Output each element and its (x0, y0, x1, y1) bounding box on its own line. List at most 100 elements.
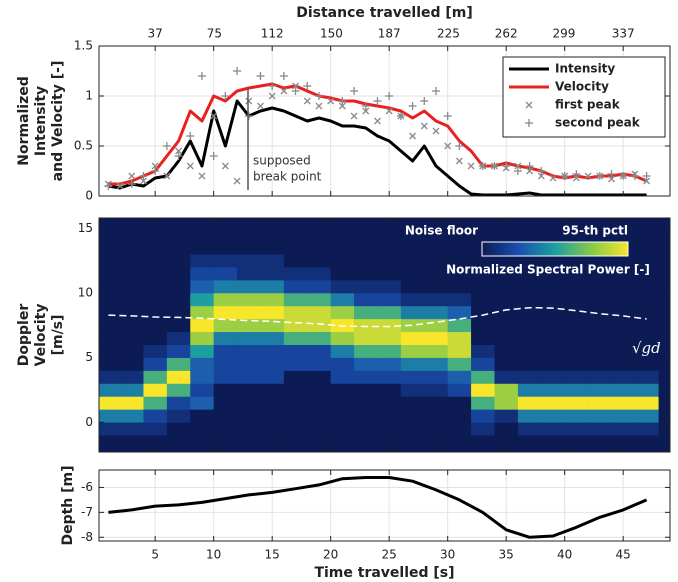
heatmap-cell (400, 344, 425, 358)
heatmap-cell (260, 241, 285, 255)
heatmap-cell (447, 241, 472, 255)
heatmap-cell (494, 383, 519, 397)
marker (455, 142, 464, 150)
heatmap-cell (471, 357, 495, 371)
heatmap-cell (260, 331, 285, 345)
marker (537, 167, 546, 175)
x2-axis-label: Distance travelled [m] (296, 5, 473, 21)
heatmap-cell (471, 331, 495, 345)
heatmap-cell (213, 241, 238, 255)
heatmap-cell (283, 267, 308, 281)
marker (127, 180, 136, 188)
heatmap-cell (400, 228, 425, 242)
marker (584, 172, 592, 180)
heatmap-cell (283, 422, 308, 436)
heatmap-cell (307, 422, 331, 436)
heatmap-cell (330, 370, 355, 384)
heatmap-cell (588, 292, 612, 307)
heatmap-cell (494, 344, 519, 358)
x-tick-label: 45 (616, 548, 631, 562)
heatmap-cell (611, 383, 636, 397)
heatmap-cell (471, 228, 495, 242)
heatmap-cell (494, 280, 519, 294)
heatmap-cell (99, 267, 121, 281)
heatmap-cell (307, 318, 331, 333)
x-tick-label: 40 (557, 548, 572, 562)
heatmap-cell (190, 267, 214, 281)
heatmap-cell (400, 331, 425, 345)
marker (478, 162, 487, 170)
marker (327, 97, 335, 105)
heatmap-cell (166, 267, 191, 281)
heatmap-cell (143, 228, 168, 242)
y-tick-label: 0 (85, 189, 93, 203)
heatmap-cell (447, 422, 472, 436)
heatmap-cell (99, 292, 121, 307)
heatmap-cell (283, 357, 308, 371)
heatmap-cell (330, 228, 355, 242)
heatmap-cell (307, 435, 331, 449)
heatmap-cell (471, 254, 495, 268)
y-tick-label: 0 (85, 415, 93, 429)
heatmap-cell (237, 357, 261, 371)
heatmap-cell (541, 344, 565, 358)
heatmap-cell (190, 370, 214, 384)
marker (385, 107, 393, 115)
marker-stroke (514, 162, 522, 170)
heatmap-cell (377, 422, 402, 436)
marker-stroke (526, 167, 534, 175)
heatmap-cell (471, 409, 495, 423)
series-line (108, 99, 647, 196)
heatmap-cell (307, 383, 331, 397)
heatmap-cell (120, 254, 144, 268)
heatmap-cell (424, 344, 448, 358)
heatmap-cell (283, 435, 308, 449)
marker (549, 174, 557, 182)
heatmap-cell (424, 383, 448, 397)
marker-stroke (128, 172, 136, 180)
heatmap-cell (330, 331, 355, 345)
colorbar-label: Normalized Spectral Power [-] (446, 263, 650, 277)
heatmap-cell (307, 305, 331, 320)
marker (444, 142, 452, 150)
heatmap-cell (447, 267, 472, 281)
heatmap-cell (471, 344, 495, 358)
heatmap-cell (307, 254, 331, 268)
heatmap-cell (377, 318, 402, 333)
y-tick-label: 0.5 (74, 139, 93, 153)
heatmap-cell (213, 344, 238, 358)
marker-stroke (221, 162, 229, 170)
marker (139, 172, 148, 180)
heatmap-cell (611, 396, 636, 410)
marker (280, 87, 288, 95)
heatmap-cell (354, 241, 378, 255)
heatmap-cell (190, 318, 214, 333)
marker (303, 82, 312, 90)
x-tick-label: 5 (151, 548, 159, 562)
marker (303, 97, 311, 105)
y-tick-label: 10 (78, 285, 93, 299)
marker-stroke (420, 122, 428, 130)
heatmap-cell (611, 344, 636, 358)
heatmap-cell (166, 228, 191, 242)
marker-stroke (116, 182, 124, 190)
heatmap-cell (611, 305, 636, 320)
heatmap-cell (190, 254, 214, 268)
heatmap-cell (283, 331, 308, 345)
x2-tick-label: 225 (437, 27, 460, 41)
marker (643, 177, 651, 185)
marker-stroke (549, 174, 557, 182)
heatmap-cell (471, 396, 495, 410)
heatmap-cell (213, 422, 238, 436)
marker-stroke (163, 172, 171, 180)
heatmap-cell (99, 383, 121, 397)
marker (385, 92, 394, 100)
marker-stroke (268, 92, 276, 100)
heatmap-cell (564, 280, 589, 294)
heatmap-cell (494, 318, 519, 333)
heatmap-cell (424, 241, 448, 255)
heatmap-cell (260, 280, 285, 294)
y-tick-label: 5 (85, 350, 93, 364)
heatmap-cell (611, 370, 636, 384)
marker (314, 92, 323, 100)
